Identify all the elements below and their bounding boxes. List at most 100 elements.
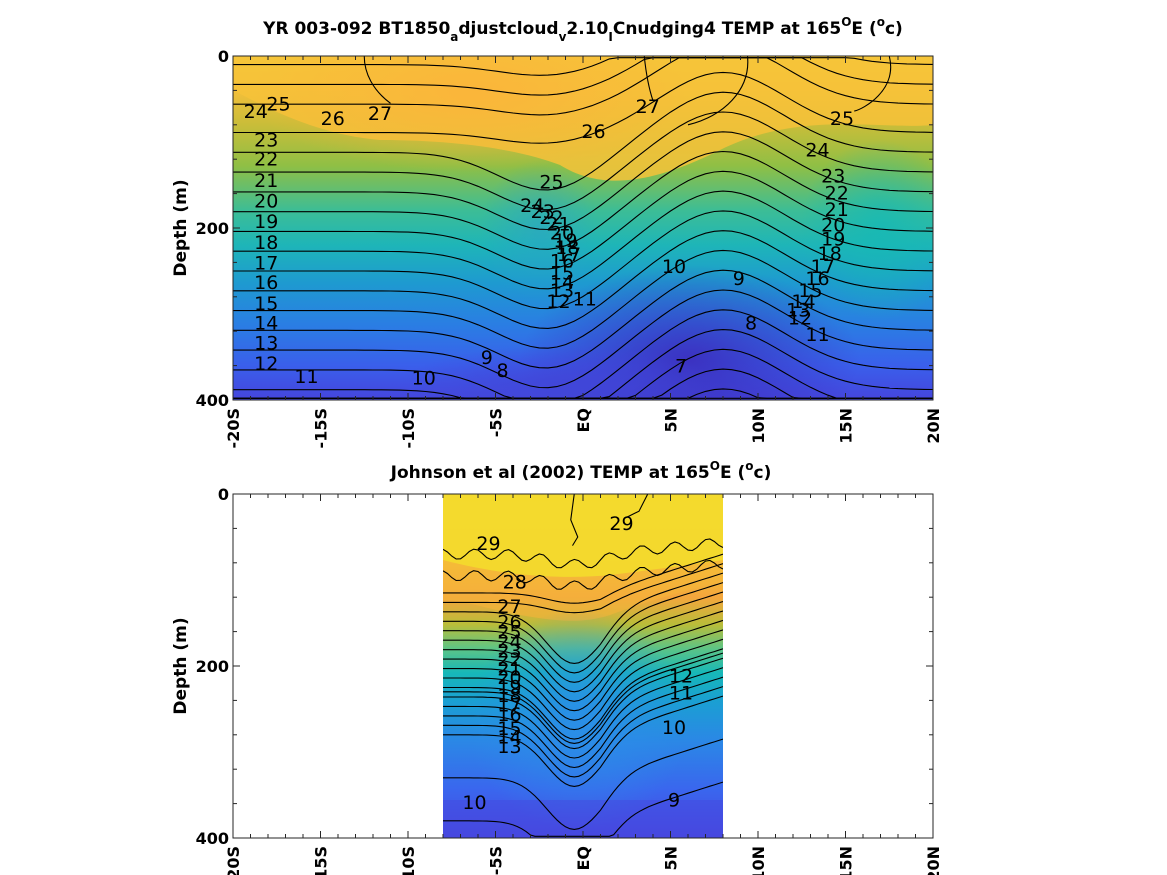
contour-label: 21 bbox=[497, 659, 521, 681]
isotherm-line bbox=[443, 559, 723, 590]
isotherm-line bbox=[443, 638, 723, 731]
isotherm-line bbox=[233, 210, 933, 310]
isotherm-line bbox=[443, 572, 723, 664]
isotherm-line bbox=[443, 657, 723, 750]
contour-label: 15 bbox=[254, 293, 278, 315]
contour-label: 18 bbox=[497, 685, 521, 707]
contour-label: 26 bbox=[321, 108, 345, 130]
x-tick-label: -5S bbox=[487, 846, 506, 875]
isotherm-line bbox=[443, 582, 723, 674]
contour-label: 22 bbox=[825, 183, 849, 205]
title-part: c) bbox=[754, 463, 772, 483]
y-tick-label: 0 bbox=[218, 47, 229, 66]
isotherm-line bbox=[233, 190, 933, 290]
contour-label: 29 bbox=[476, 533, 500, 555]
contour-label: 12 bbox=[254, 353, 278, 375]
contour-label: 13 bbox=[550, 280, 574, 302]
contour-label: 17 bbox=[811, 256, 835, 278]
title-part: djustcloud bbox=[458, 19, 558, 39]
x-tick-label: 15N bbox=[837, 408, 856, 444]
contour-label: 15 bbox=[550, 263, 574, 285]
contour-label: 11 bbox=[805, 324, 829, 346]
contour-label: 19 bbox=[553, 230, 577, 252]
contour-label: 9 bbox=[668, 789, 680, 811]
isotherms-top bbox=[233, 56, 933, 399]
contour-label: 11 bbox=[669, 683, 693, 705]
contour-label: 17 bbox=[557, 244, 581, 266]
contour-label: 10 bbox=[662, 256, 686, 278]
chart-title-bottom: Johnson et al (2002) TEMP at 165OE (oc) bbox=[390, 459, 772, 483]
x-tick-label: 5N bbox=[662, 846, 681, 871]
axis-ticks-bottom: -20S -15S -10S -5S EQ 5N 10N 15N 20N 0 200 400 bbox=[196, 485, 943, 875]
contour-label: 27 bbox=[636, 96, 660, 118]
title-part: Johnson et al (2002) TEMP at 165 bbox=[390, 463, 710, 483]
contour-label: 10 bbox=[412, 368, 436, 390]
panel-top: YR 003-092 BT1850adjustcloudv2.10ICnudgi… bbox=[171, 15, 943, 448]
x-tick-label: -5S bbox=[487, 408, 506, 437]
isotherm-line bbox=[233, 91, 933, 191]
isotherm-line bbox=[233, 131, 933, 231]
isotherm-line bbox=[643, 56, 654, 101]
contour-label: 9 bbox=[481, 347, 493, 369]
contour-label: 17 bbox=[254, 252, 278, 274]
contour-label: 12 bbox=[788, 307, 812, 329]
contour-label: 22 bbox=[539, 207, 563, 229]
contour-label: 10 bbox=[462, 792, 486, 814]
x-tick-label: EQ bbox=[574, 408, 593, 433]
contour-label: 14 bbox=[254, 313, 278, 335]
contour-label: 24 bbox=[520, 195, 544, 217]
y-axis-label-bottom: Depth (m) bbox=[171, 617, 191, 714]
contour-label: 20 bbox=[254, 190, 278, 212]
contour-label: 21 bbox=[546, 214, 570, 236]
title-part: O bbox=[710, 459, 720, 473]
contour-label: 25 bbox=[830, 108, 854, 130]
x-tick-label: -10S bbox=[399, 408, 418, 448]
isotherm-line bbox=[854, 56, 892, 112]
contour-label: 21 bbox=[254, 170, 278, 192]
isotherm-line bbox=[443, 695, 723, 787]
contour-label: 12 bbox=[546, 291, 570, 313]
title-part: 2.10 bbox=[566, 19, 608, 39]
contour-label: 19 bbox=[497, 677, 521, 699]
contour-label: 25 bbox=[497, 622, 521, 644]
x-tick-label: 20N bbox=[924, 408, 943, 444]
contour-label: 20 bbox=[550, 222, 574, 244]
isotherm-line bbox=[443, 600, 723, 693]
contour-label: 13 bbox=[254, 332, 278, 354]
isotherm-line bbox=[233, 57, 933, 76]
axis-ticks-top: -20S -15S -10S -5S EQ 5N 10N 15N 20N 0 200 400 bbox=[196, 47, 943, 448]
contour-label: 12 bbox=[669, 665, 693, 687]
contour-label: 28 bbox=[503, 572, 527, 594]
isotherm-line bbox=[233, 170, 933, 270]
contour-label: 7 bbox=[675, 356, 687, 378]
y-tick-label: 400 bbox=[196, 829, 229, 848]
isotherm-line bbox=[443, 563, 723, 614]
title-part: YR 003-092 BT1850 bbox=[262, 19, 450, 39]
isotherm-line bbox=[443, 667, 723, 759]
isotherm-line bbox=[624, 494, 649, 519]
contour-label: 8 bbox=[496, 360, 508, 382]
contour-label: 15 bbox=[798, 280, 822, 302]
contour-label: 16 bbox=[805, 268, 829, 290]
contour-label: 22 bbox=[497, 649, 521, 671]
contour-label: 23 bbox=[254, 129, 278, 151]
isotherm-line bbox=[443, 652, 723, 744]
isotherm-line bbox=[233, 230, 933, 329]
contour-label: 14 bbox=[550, 271, 574, 293]
contour-label: 24 bbox=[244, 101, 268, 123]
x-tick-label: 10N bbox=[749, 408, 768, 444]
isotherm-line bbox=[687, 56, 749, 126]
title-part: v bbox=[559, 30, 567, 44]
contour-label: 21 bbox=[825, 199, 849, 221]
isotherm-line bbox=[443, 629, 723, 721]
contour-label: 20 bbox=[497, 667, 521, 689]
contour-label: 16 bbox=[550, 251, 574, 273]
panel-bottom: Johnson et al (2002) TEMP at 165OE (oc) … bbox=[171, 459, 943, 875]
isotherm-line bbox=[443, 553, 723, 604]
contour-label: 14 bbox=[791, 291, 815, 313]
contour-label: 14 bbox=[497, 727, 521, 749]
contour-label: 8 bbox=[745, 313, 757, 335]
contour-label: 20 bbox=[821, 215, 845, 237]
contour-label: 18 bbox=[555, 237, 579, 259]
